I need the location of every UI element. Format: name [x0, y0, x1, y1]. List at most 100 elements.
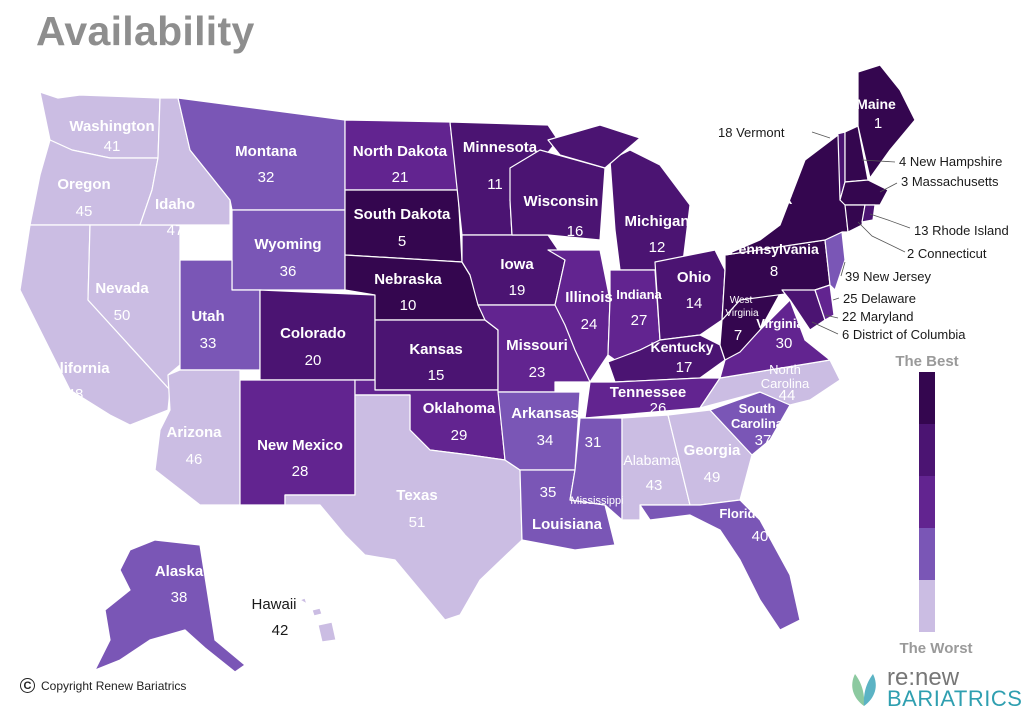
label-oklahoma: Oklahoma	[423, 400, 496, 417]
rank-wisconsin: 16	[567, 223, 584, 240]
state-michigan[interactable]	[609, 149, 691, 271]
leaf-logo-icon	[852, 674, 876, 706]
label-wisconsin: Wisconsin	[524, 193, 599, 210]
label-south-carolina-line1: South	[739, 401, 776, 416]
brand-wordmark-bottom: BARIATRICS	[887, 686, 1023, 711]
legend-swatch-best	[919, 372, 935, 424]
rank-nevada: 50	[114, 307, 131, 324]
rank-alaska: 38	[171, 589, 188, 606]
label-hawaii: Hawaii	[251, 596, 296, 613]
label-michigan: Michigan	[624, 213, 689, 230]
leader-rhode-island	[869, 213, 911, 229]
rank-colorado: 20	[305, 352, 322, 369]
leader-new-jersey	[840, 261, 846, 277]
label-colorado: Colorado	[280, 325, 346, 342]
leader-dc	[811, 321, 839, 335]
state-florida[interactable]	[639, 499, 801, 631]
rank-oklahoma: 29	[451, 427, 468, 444]
rank-kentucky: 17	[676, 359, 693, 376]
rank-north-dakota: 21	[392, 169, 409, 186]
state-hawaii[interactable]	[299, 597, 337, 643]
label-idaho: Idaho	[155, 196, 195, 213]
rank-minnesota: 11	[487, 176, 503, 193]
label-arizona: Arizona	[166, 424, 222, 441]
label-tennessee: Tennessee	[610, 384, 686, 401]
state-delaware[interactable]	[814, 284, 835, 321]
page-title: Availability	[36, 8, 255, 54]
rank-michigan: 12	[649, 239, 666, 256]
rank-illinois: 24	[581, 316, 598, 333]
label-iowa: Iowa	[500, 256, 534, 273]
label-south-carolina: South Carolina	[731, 401, 784, 431]
state-wisconsin[interactable]	[509, 149, 606, 241]
label-kentucky: Kentucky	[650, 339, 713, 355]
rank-ohio: 14	[686, 295, 703, 312]
rank-missouri: 23	[529, 364, 546, 381]
leader-delaware	[832, 297, 840, 301]
legend: The Best The Worst	[895, 353, 972, 657]
rank-oregon: 45	[76, 203, 93, 220]
legend-best-label: The Best	[895, 353, 958, 370]
leader-vermont	[811, 131, 831, 139]
state-arkansas[interactable]	[497, 391, 581, 471]
state-texas[interactable]	[284, 394, 523, 621]
state-connecticut[interactable]	[844, 204, 866, 233]
state-south-dakota[interactable]	[344, 189, 463, 263]
label-indiana: Indiana	[616, 287, 662, 302]
rank-tennessee: 26	[650, 400, 667, 417]
rank-florida: 40	[752, 528, 769, 545]
label-north-dakota: North Dakota	[353, 143, 448, 160]
callout-connecticut: 2 Connecticut	[907, 246, 987, 261]
rank-louisiana: 35	[540, 484, 557, 501]
state-maryland[interactable]	[781, 289, 826, 331]
label-new-york: New York	[760, 174, 793, 208]
state-south-carolina[interactable]	[709, 391, 791, 456]
state-illinois[interactable]	[547, 249, 611, 383]
label-oregon: Oregon	[57, 176, 110, 193]
rank-kansas: 15	[428, 367, 445, 384]
rank-maine: 1	[874, 115, 882, 132]
rank-north-carolina: 44	[779, 387, 796, 404]
rank-new-york: 9	[772, 204, 780, 221]
label-virginia: Virginia	[756, 316, 804, 331]
rank-georgia: 49	[704, 469, 721, 486]
label-west-virginia: West Virginia	[725, 295, 759, 319]
state-alaska[interactable]	[94, 539, 246, 673]
rank-virginia: 30	[776, 335, 793, 352]
callout-massachusetts: 3 Massachusetts	[901, 174, 999, 189]
label-pennsylvania: Pennsylvania	[729, 241, 819, 257]
label-mississippi: Mississippi	[570, 495, 623, 507]
rank-iowa: 19	[509, 282, 526, 299]
rank-pennsylvania: 8	[770, 263, 778, 280]
label-new-york-line1: New	[761, 174, 792, 191]
rank-indiana: 27	[631, 312, 648, 329]
label-missouri: Missouri	[506, 337, 568, 354]
rank-south-dakota: 5	[398, 233, 406, 250]
label-nebraska: Nebraska	[374, 271, 442, 288]
state-rhode-island[interactable]	[861, 204, 876, 223]
rank-texas: 51	[409, 514, 426, 531]
brand-logo: re:new BARIATRICS	[845, 664, 1023, 712]
label-illinois: Illinois	[565, 289, 613, 306]
state-massachusetts[interactable]	[839, 179, 889, 206]
label-utah: Utah	[191, 308, 224, 325]
callout-dc: 6 District of Columbia	[842, 327, 966, 342]
state-michigan-up[interactable]	[547, 124, 641, 169]
brand-wordmark-top: re:new	[887, 664, 960, 691]
rank-alabama: 43	[646, 477, 663, 494]
legend-swatch-3	[919, 476, 935, 528]
label-maine: Maine	[856, 96, 896, 112]
legend-swatch-worst	[919, 580, 935, 632]
rank-wyoming: 36	[280, 263, 297, 280]
rank-arizona: 46	[186, 451, 203, 468]
rank-washington: 41	[104, 138, 121, 155]
state-maine[interactable]	[857, 64, 916, 179]
rank-california: 48	[67, 386, 84, 403]
rank-south-carolina: 37	[755, 432, 772, 449]
copyright-notice: C Copyright Renew Bariatrics	[20, 678, 186, 693]
rank-new-mexico: 28	[292, 463, 309, 480]
label-minnesota: Minnesota	[463, 139, 538, 156]
label-wyoming: Wyoming	[254, 236, 321, 253]
label-north-carolina-line2: Carolina	[761, 376, 810, 391]
